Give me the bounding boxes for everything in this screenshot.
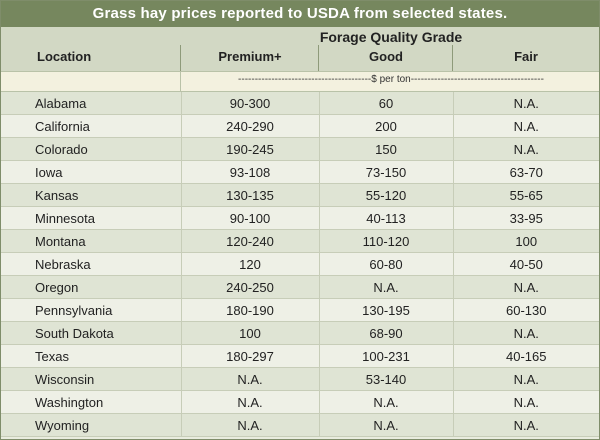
location-cell: Wyoming — [1, 413, 182, 437]
table-row: Kansas 130-135 55-120 55-65 — [1, 183, 599, 207]
fair-cell: 40-50 — [453, 252, 599, 276]
premium-cell: N.A. — [181, 390, 320, 414]
fair-cell: N.A. — [453, 275, 599, 299]
table-row: Nebraska 120 60-80 40-50 — [1, 252, 599, 276]
fair-cell: N.A. — [453, 390, 599, 414]
location-cell: Wisconsin — [1, 367, 182, 391]
good-cell: 60 — [319, 92, 454, 115]
fair-cell: N.A. — [453, 137, 599, 161]
premium-cell: 90-300 — [181, 92, 320, 115]
units-label: ----------------------------------------… — [238, 74, 544, 85]
good-cell: 68-90 — [319, 321, 454, 345]
premium-cell: 180-297 — [181, 344, 320, 368]
location-cell: Pennsylvania — [1, 298, 182, 322]
table-row: Minnesota 90-100 40-113 33-95 — [1, 206, 599, 230]
location-cell: California — [1, 114, 182, 138]
premium-cell: 120-240 — [181, 229, 320, 253]
good-cell: 110-120 — [319, 229, 454, 253]
good-cell: 100-231 — [319, 344, 454, 368]
table-row: Texas 180-297 100-231 40-165 — [1, 344, 599, 368]
location-cell: Texas — [1, 344, 182, 368]
location-cell: Washington — [1, 390, 182, 414]
fair-cell: N.A. — [453, 92, 599, 115]
location-cell: Oregon — [1, 275, 182, 299]
fair-cell: 40-165 — [453, 344, 599, 368]
table-row: Iowa 93-108 73-150 63-70 — [1, 160, 599, 184]
premium-cell: 130-135 — [181, 183, 320, 207]
fair-cell: N.A. — [453, 413, 599, 437]
good-cell: 55-120 — [319, 183, 454, 207]
table-row: Oregon 240-250 N.A. N.A. — [1, 275, 599, 299]
good-cell: 60-80 — [319, 252, 454, 276]
premium-cell: 100 — [181, 321, 320, 345]
forage-quality-grade-heading: Forage Quality Grade — [319, 29, 463, 45]
units-divider — [180, 72, 181, 91]
premium-cell: 190-245 — [181, 137, 320, 161]
premium-cell: 180-190 — [181, 298, 320, 322]
premium-cell: 90-100 — [181, 206, 320, 230]
price-table-body: Alabama 90-300 60 N.A. California 240-290 200 N… — [1, 92, 599, 437]
fair-cell: 60-130 — [453, 298, 599, 322]
location-cell: Kansas — [1, 183, 182, 207]
table-row: Pennsylvania 180-190 130-195 60-130 — [1, 298, 599, 322]
good-cell: 73-150 — [319, 160, 454, 184]
table-row: Montana 120-240 110-120 100 — [1, 229, 599, 253]
location-cell: Colorado — [1, 137, 182, 161]
premium-cell: 240-250 — [181, 275, 320, 299]
fair-cell: 55-65 — [453, 183, 599, 207]
location-cell: Alabama — [1, 92, 182, 115]
premium-cell: N.A. — [181, 367, 320, 391]
premium-cell: 240-290 — [181, 114, 320, 138]
fair-cell: N.A. — [453, 367, 599, 391]
location-cell: South Dakota — [1, 321, 182, 345]
fair-cell: 33-95 — [453, 206, 599, 230]
premium-column-header: Premium+ — [218, 49, 282, 64]
premium-cell: N.A. — [181, 413, 320, 437]
table-row: California 240-290 200 N.A. — [1, 114, 599, 138]
price-table: Alabama 90-300 60 N.A. California 240-290 200 N… — [1, 92, 599, 437]
fair-cell: N.A. — [453, 321, 599, 345]
good-cell: 130-195 — [319, 298, 454, 322]
header-divider — [318, 45, 319, 71]
location-cell: Iowa — [1, 160, 182, 184]
fair-cell: 63-70 — [453, 160, 599, 184]
location-cell: Nebraska — [1, 252, 182, 276]
good-cell: N.A. — [319, 390, 454, 414]
header-divider — [452, 45, 453, 71]
table-row: Alabama 90-300 60 N.A. — [1, 92, 599, 115]
good-cell: 200 — [319, 114, 454, 138]
good-cell: N.A. — [319, 275, 454, 299]
fair-cell: N.A. — [453, 114, 599, 138]
table-header: Forage Quality Grade Location Premium+ G… — [1, 27, 599, 71]
location-cell: Montana — [1, 229, 182, 253]
good-cell: 150 — [319, 137, 454, 161]
table-row: South Dakota 100 68-90 N.A. — [1, 321, 599, 345]
premium-cell: 120 — [181, 252, 320, 276]
table-title: Grass hay prices reported to USDA from s… — [1, 1, 599, 27]
table-row: Wyoming N.A. N.A. N.A. — [1, 413, 599, 437]
fair-cell: 100 — [453, 229, 599, 253]
table-row: Washington N.A. N.A. N.A. — [1, 390, 599, 414]
header-divider — [180, 45, 181, 71]
fair-column-header: Fair — [514, 49, 538, 64]
location-cell: Minnesota — [1, 206, 182, 230]
table-row: Colorado 190-245 150 N.A. — [1, 137, 599, 161]
good-column-header: Good — [369, 49, 403, 64]
good-cell: 53-140 — [319, 367, 454, 391]
good-cell: 40-113 — [319, 206, 454, 230]
good-cell: N.A. — [319, 413, 454, 437]
location-column-header: Location — [37, 49, 92, 64]
table-row: Wisconsin N.A. 53-140 N.A. — [1, 367, 599, 391]
units-row: ----------------------------------------… — [1, 71, 599, 92]
premium-cell: 93-108 — [181, 160, 320, 184]
